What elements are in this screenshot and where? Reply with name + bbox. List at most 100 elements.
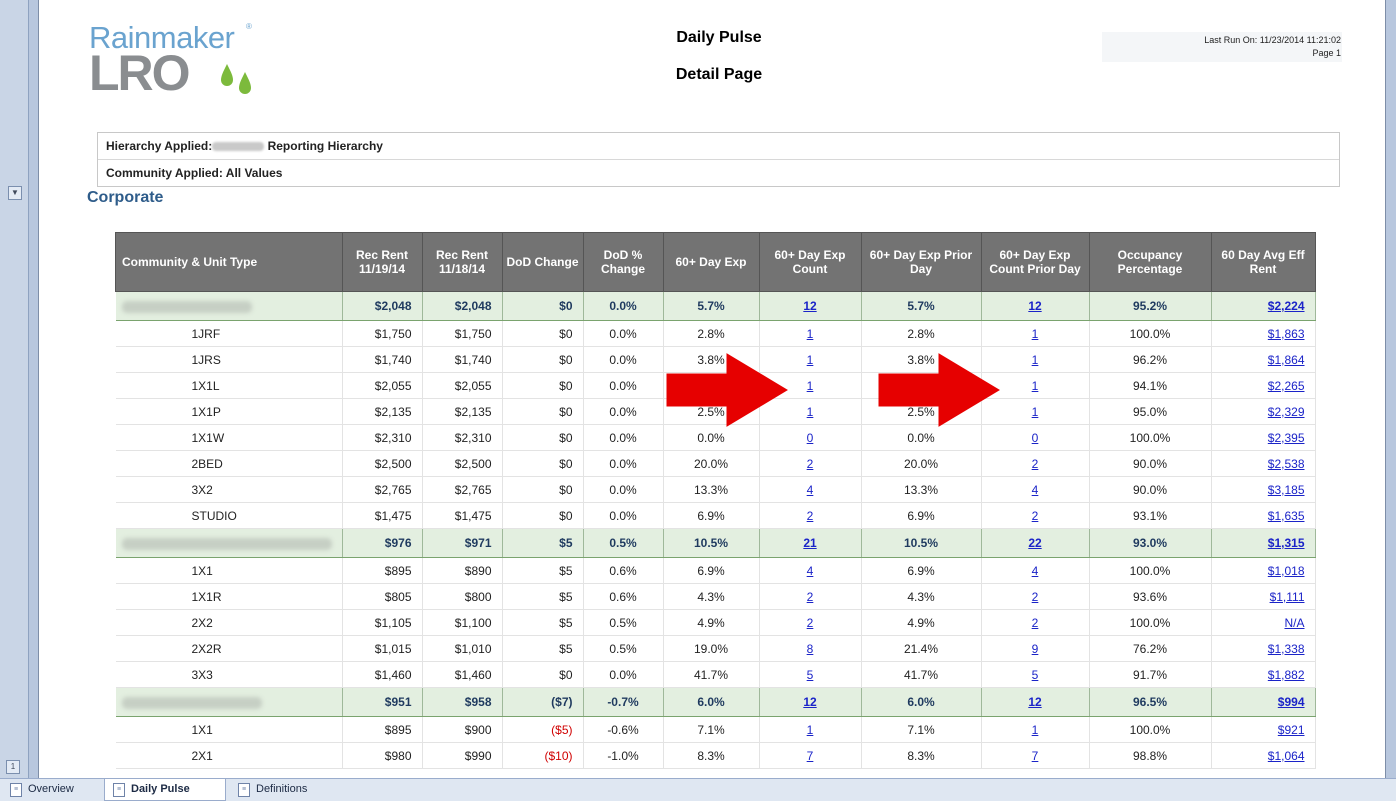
collapse-button[interactable]: ▼	[8, 186, 22, 200]
cell-dod-pct: 0.0%	[583, 661, 664, 688]
cell-exp-prior: 13.3%	[861, 476, 982, 503]
cell-exp-prior: 8.3%	[861, 742, 982, 769]
tab-definitions[interactable]: ≡ Definitions	[230, 779, 340, 800]
drilldown-link[interactable]: 12	[803, 299, 817, 313]
cell-dod: $5	[502, 583, 584, 610]
col-header[interactable]: 60+ Day Exp Prior Day	[860, 232, 982, 292]
cell-exp: 5.7%	[663, 291, 760, 321]
page-indicator-button[interactable]: 1	[6, 760, 20, 774]
drilldown-link[interactable]: $1,338	[1267, 641, 1305, 656]
drilldown-link[interactable]: 7	[1031, 748, 1039, 763]
drilldown-link[interactable]: $2,265	[1267, 378, 1305, 393]
col-header[interactable]: DoD Change	[501, 232, 584, 292]
drilldown-link[interactable]: 1	[806, 352, 814, 367]
col-header[interactable]: Occupancy Percentage	[1088, 232, 1212, 292]
drilldown-link[interactable]: 1	[1031, 352, 1039, 367]
drilldown-link[interactable]: 1	[1031, 722, 1039, 737]
unit-type-row: 1X1P $2,135 $2,135 $0 0.0% 2.5% 1 2.5% 1 95.0% $2,…	[115, 398, 1316, 425]
drilldown-link[interactable]: $1,111	[1269, 589, 1305, 604]
cell-exp-count: 21	[759, 528, 862, 558]
drilldown-link[interactable]: 2	[1031, 508, 1039, 523]
drilldown-link[interactable]: 4	[806, 482, 814, 497]
drilldown-link[interactable]: 0	[1031, 430, 1039, 445]
drilldown-link[interactable]: $1,635	[1267, 508, 1305, 523]
cell-exp: 19.0%	[663, 635, 760, 662]
drilldown-link[interactable]: 2	[1031, 615, 1039, 630]
tab-daily-pulse[interactable]: ≡ Daily Pulse	[104, 779, 226, 801]
drilldown-link[interactable]: $994	[1277, 695, 1305, 709]
cell-eff-rent: $1,864	[1211, 346, 1316, 373]
drilldown-link[interactable]: 4	[1031, 482, 1039, 497]
drilldown-link[interactable]: 8	[806, 641, 814, 656]
drilldown-link[interactable]: 4	[1031, 563, 1039, 578]
drilldown-link[interactable]: 2	[806, 508, 814, 523]
col-header[interactable]: Rec Rent 11/19/14	[341, 232, 423, 292]
drilldown-link[interactable]: 4	[806, 563, 814, 578]
cell-exp-prior: 7.1%	[861, 716, 982, 743]
drilldown-link[interactable]: 9	[1031, 641, 1039, 656]
unit-type-row: 2BED $2,500 $2,500 $0 0.0% 20.0% 2 20.0% 2 90.0% $…	[115, 450, 1316, 477]
drilldown-link[interactable]: $2,224	[1267, 299, 1305, 313]
table-header-row: Community & Unit Type Rec Rent 11/19/14 …	[115, 232, 1316, 292]
cell-rent-a: $1,460	[342, 661, 423, 688]
drilldown-link[interactable]: 12	[803, 695, 817, 709]
drilldown-link[interactable]: $1,864	[1267, 352, 1305, 367]
tab-overview[interactable]: ≡ Overview	[2, 779, 104, 800]
cell-rent-a: $2,048	[342, 291, 423, 321]
cell-exp: 7.1%	[663, 716, 760, 743]
drilldown-link[interactable]: 1	[1031, 326, 1039, 341]
cell-occ: 93.1%	[1089, 502, 1212, 529]
drilldown-link[interactable]: 1	[1031, 404, 1039, 419]
drilldown-link[interactable]: $1,064	[1267, 748, 1305, 763]
col-header[interactable]: Community & Unit Type	[115, 232, 343, 292]
col-header[interactable]: Rec Rent 11/18/14	[421, 232, 503, 292]
col-header[interactable]: 60+ Day Exp Count Prior Day	[980, 232, 1090, 292]
drilldown-link[interactable]: 2	[806, 615, 814, 630]
drilldown-link[interactable]: 2	[1031, 456, 1039, 471]
cell-eff-rent: N/A	[1211, 609, 1316, 636]
drilldown-link[interactable]: 5	[806, 667, 814, 682]
drilldown-link[interactable]: 5	[1031, 667, 1039, 682]
cell-rent-b: $2,055	[422, 372, 503, 399]
drilldown-link[interactable]: 1	[806, 326, 814, 341]
red-arrow-2	[878, 353, 1000, 427]
cell-exp-count-prior: 7	[981, 742, 1090, 769]
drilldown-link[interactable]: 12	[1028, 299, 1042, 313]
drilldown-link[interactable]: 7	[806, 748, 814, 763]
drilldown-link[interactable]: 2	[1031, 589, 1039, 604]
tab-label: Daily Pulse	[131, 783, 190, 795]
drilldown-link[interactable]: $1,863	[1267, 326, 1305, 341]
cell-eff-rent: $1,338	[1211, 635, 1316, 662]
col-header[interactable]: DoD % Change	[582, 232, 664, 292]
cell-exp: 0.0%	[663, 424, 760, 451]
col-header[interactable]: 60+ Day Exp	[662, 232, 760, 292]
unit-type-name: 1X1L	[115, 372, 343, 399]
cell-rent-a: $1,475	[342, 502, 423, 529]
drilldown-link[interactable]: $921	[1277, 722, 1305, 737]
drilldown-link[interactable]: $1,882	[1267, 667, 1305, 682]
cell-eff-rent: $921	[1211, 716, 1316, 743]
cell-eff-rent: $1,111	[1211, 583, 1316, 610]
drilldown-link[interactable]: $2,538	[1267, 456, 1305, 471]
drilldown-link[interactable]: $1,018	[1267, 563, 1305, 578]
cell-dod: $5	[502, 557, 584, 584]
drilldown-link[interactable]: $2,329	[1267, 404, 1305, 419]
drilldown-link[interactable]: $1,315	[1267, 536, 1305, 550]
drilldown-link[interactable]: 1	[806, 722, 814, 737]
drilldown-link[interactable]: $2,395	[1267, 430, 1305, 445]
drilldown-link[interactable]: 2	[806, 456, 814, 471]
drilldown-link[interactable]: 1	[1031, 378, 1039, 393]
drilldown-link[interactable]: 2	[806, 589, 814, 604]
drilldown-link[interactable]: N/A	[1284, 615, 1305, 630]
col-header[interactable]: 60 Day Avg Eff Rent	[1210, 232, 1316, 292]
drilldown-link[interactable]: 1	[806, 404, 814, 419]
drilldown-link[interactable]: 1	[806, 378, 814, 393]
cell-exp: 13.3%	[663, 476, 760, 503]
drilldown-link[interactable]: 0	[806, 430, 814, 445]
unit-type-name: 2X1	[115, 742, 343, 769]
col-header[interactable]: 60+ Day Exp Count	[758, 232, 862, 292]
drilldown-link[interactable]: 21	[803, 536, 817, 550]
drilldown-link[interactable]: 22	[1028, 536, 1042, 550]
drilldown-link[interactable]: 12	[1028, 695, 1042, 709]
drilldown-link[interactable]: $3,185	[1267, 482, 1305, 497]
